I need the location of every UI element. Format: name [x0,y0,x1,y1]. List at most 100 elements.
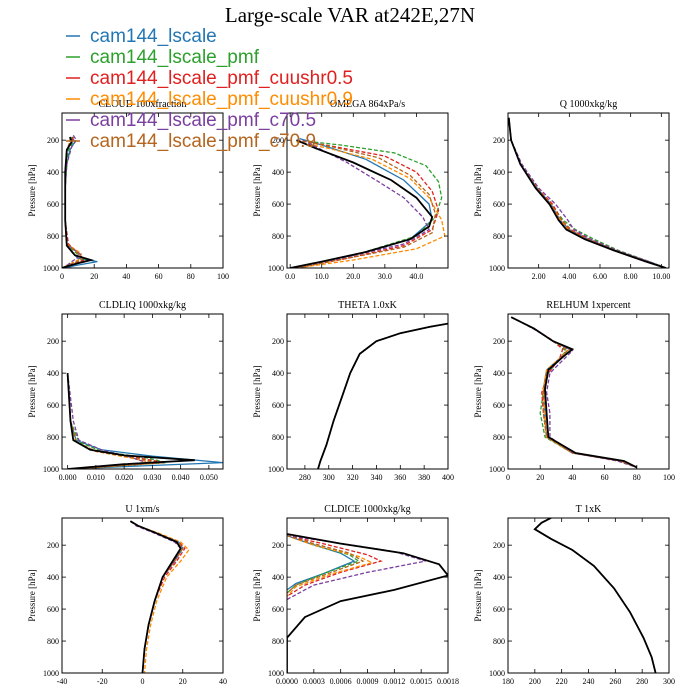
x-tick-label: 0.0012 [383,677,405,686]
y-tick-label: 200 [493,337,505,346]
panel-title: T 1xK [576,504,602,515]
x-tick-label: 180 [502,677,514,686]
legend-item: cam144_lscale_pmf_cuushr0.5 [90,68,353,89]
x-tick-label: 40.0 [409,272,423,281]
y-tick-label: 400 [272,573,284,582]
x-tick-label: 0.030 [143,473,161,482]
panel-title: RELHUM 1xpercent [546,300,630,311]
panel-frame [507,112,670,269]
x-tick-label: 280 [636,677,648,686]
series-group [129,520,190,673]
series-group [510,316,638,469]
y-tick-label: 400 [272,369,284,378]
y-axis-label: Pressure [hPa] [473,365,483,417]
y-tick-label: 600 [272,401,284,410]
x-tick-label: 10.00 [652,272,670,281]
y-tick-label: 600 [47,401,59,410]
y-tick-label: 1000 [43,465,59,474]
y-tick-label: 1000 [43,264,59,273]
series-line-obs [533,518,657,673]
legend-item: cam144_lscale [90,26,217,47]
x-tick-label: 0.0009 [357,677,379,686]
panel-title: U 1xm/s [125,504,159,515]
series-group [287,533,448,673]
legend-item: cam144_lscale_pmf_c70.9 [90,131,316,152]
series-group [317,322,448,469]
x-tick-label: 380 [418,473,430,482]
y-tick-label: 400 [493,168,505,177]
panel-title: CLOUD 100xfraction [98,99,186,110]
y-axis-label: Pressure [hPa] [27,164,37,216]
series-group [508,117,667,268]
y-tick-label: 200 [272,136,284,145]
x-tick-label: 0.0000 [276,677,298,686]
x-tick-label: 320 [347,473,359,482]
y-tick-label: 200 [272,541,284,550]
x-tick-label: 60 [155,272,163,281]
x-tick-label: 0.0003 [303,677,325,686]
panel-5: THETA 1.0xK 200 400 600 800 1000 280 300 320 340 3… [252,300,454,482]
panel-title: CLDLIQ 1000xkg/kg [99,300,186,311]
panel-title: THETA 1.0xK [338,300,397,311]
series-line-cam144_lscale_pmf_c70.5 [508,117,667,268]
series-line-obs [317,322,448,469]
x-tick-label: 2.00 [532,272,546,281]
x-tick-label: 80 [633,473,641,482]
x-tick-label: 360 [394,473,406,482]
y-tick-label: 800 [493,433,505,442]
panel-frame [61,313,224,470]
y-tick-label: 1000 [43,669,59,678]
y-tick-label: 600 [47,605,59,614]
series-group [62,135,98,268]
y-tick-label: 1000 [268,669,284,678]
series-line-cam144_lscale_pmf_cuushr0.5 [296,139,440,268]
y-axis-label: Pressure [hPa] [473,569,483,621]
y-tick-label: 1000 [489,669,505,678]
x-tick-label: 40 [219,677,227,686]
panel-3: Q 1000xkg/kg 200 400 600 800 1000 2.00 4.00 6.00… [473,99,670,281]
y-tick-label: 800 [493,637,505,646]
x-tick-label: 0.0018 [437,677,459,686]
legend-item: cam144_lscale_pmf [90,47,260,68]
x-tick-label: 300 [663,677,675,686]
y-axis-label: Pressure [hPa] [252,164,262,216]
x-tick-label: 100 [217,272,229,281]
series-line-obs [508,117,667,268]
y-tick-label: 1000 [268,465,284,474]
series-line-obs [62,136,95,268]
y-tick-label: 400 [272,168,284,177]
panel-frame [286,313,449,470]
x-tick-label: 340 [370,473,382,482]
y-tick-label: 1000 [489,465,505,474]
x-tick-label: -40 [57,677,68,686]
y-tick-label: 800 [47,637,59,646]
x-tick-label: 0 [506,473,510,482]
y-tick-label: 800 [47,433,59,442]
x-tick-label: 30.0 [378,272,392,281]
x-tick-label: 200 [529,677,541,686]
x-tick-label: 60 [601,473,609,482]
panel-7: U 1xm/s 200 400 600 800 1000-40 -20 0 20 40 Pressu… [27,504,227,686]
series-line-cam144_lscale_pmf_c70.9 [296,139,437,268]
y-tick-label: 1000 [489,264,505,273]
series-line-obs [287,533,448,673]
y-tick-label: 600 [47,200,59,209]
y-tick-label: 200 [47,337,59,346]
y-tick-label: 200 [47,541,59,550]
y-axis-label: Pressure [hPa] [473,164,483,216]
x-tick-label: 10.0 [315,272,329,281]
panel-title: Q 1000xkg/kg [560,99,618,110]
series-line-obs [66,373,195,469]
series-line-obs [129,520,182,673]
x-tick-label: 6.00 [593,272,607,281]
y-tick-label: 800 [272,433,284,442]
series-line-cam144_lscale_pmf_c70.9 [287,534,365,594]
x-tick-label: 0.000 [59,473,77,482]
x-tick-label: 20 [179,677,187,686]
series-group [533,518,657,673]
